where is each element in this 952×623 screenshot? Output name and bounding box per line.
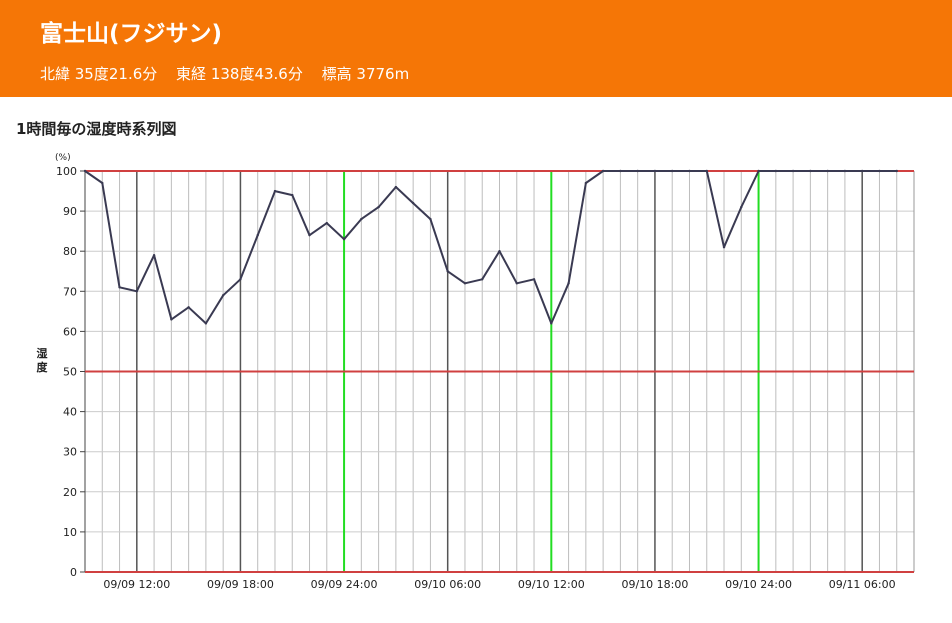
- data-point: [878, 169, 881, 173]
- x-tick-label: 09/09 12:00: [103, 578, 170, 591]
- y-tick-label: 90: [63, 205, 77, 218]
- data-point: [377, 205, 380, 209]
- data-point: [308, 233, 311, 237]
- data-point: [135, 290, 139, 293]
- data-point: [653, 169, 657, 173]
- y-tick-label: 100: [56, 165, 77, 178]
- data-point: [221, 294, 225, 297]
- data-point: [118, 286, 121, 289]
- data-point: [532, 278, 536, 281]
- data-point: [550, 322, 553, 325]
- data-point: [619, 169, 622, 173]
- station-info: 北緯 35度21.6分 東経 138度43.6分 標高 3776m: [40, 63, 423, 84]
- data-point: [757, 169, 760, 173]
- data-point: [515, 282, 518, 285]
- station-header: 富士山(フジサン) 北緯 35度21.6分 東経 138度43.6分 標高 37…: [0, 0, 952, 97]
- data-point: [152, 254, 156, 257]
- x-tick-label: 09/11 06:00: [829, 578, 896, 591]
- x-tick-label: 09/10 12:00: [518, 578, 585, 591]
- elevation-text: 標高 3776m: [321, 65, 410, 83]
- data-point: [411, 201, 415, 205]
- x-tick-label: 09/09 18:00: [207, 578, 274, 591]
- data-point: [584, 181, 588, 185]
- data-point: [843, 169, 847, 173]
- y-tick-label: 70: [63, 285, 77, 298]
- data-point: [774, 169, 778, 173]
- data-point: [740, 205, 743, 209]
- data-point: [256, 233, 259, 237]
- data-point: [394, 185, 398, 189]
- humidity-series-line: [84, 170, 897, 325]
- data-point: [481, 278, 484, 281]
- data-point: [325, 221, 328, 225]
- y-axis-title: 湿度: [37, 346, 49, 374]
- data-point: [291, 193, 294, 197]
- y-tick-label: 30: [63, 446, 77, 459]
- data-point: [601, 169, 605, 173]
- data-point: [791, 169, 795, 173]
- data-point: [567, 282, 570, 285]
- y-tick-label: 20: [63, 486, 77, 499]
- data-point: [705, 169, 708, 173]
- y-tick-label: 60: [63, 325, 77, 338]
- longitude-text: 東経 138度43.6分: [176, 65, 303, 83]
- data-point: [342, 237, 346, 241]
- data-point: [204, 322, 208, 325]
- data-point: [83, 169, 87, 173]
- chart-heading: 1時間毎の湿度時系列図: [16, 120, 177, 138]
- data-point: [895, 169, 898, 173]
- data-point: [429, 217, 432, 221]
- data-point: [809, 169, 812, 173]
- data-point: [170, 318, 173, 321]
- data-point: [498, 250, 501, 253]
- data-point: [360, 217, 363, 221]
- x-tick-label: 09/10 24:00: [725, 578, 792, 591]
- data-point: [101, 181, 104, 185]
- x-tick-label: 09/09 24:00: [311, 578, 378, 591]
- data-point: [860, 169, 864, 173]
- y-tick-label: 40: [63, 406, 77, 419]
- y-unit-label: (%): [55, 153, 71, 163]
- data-point: [446, 270, 449, 273]
- x-tick-label: 09/10 06:00: [414, 578, 481, 591]
- data-point: [187, 306, 190, 309]
- y-tick-label: 0: [70, 566, 77, 579]
- data-point: [636, 169, 639, 173]
- data-point: [239, 278, 242, 281]
- data-point: [671, 169, 674, 173]
- latitude-text: 北緯 35度21.6分: [40, 65, 158, 83]
- data-point: [722, 245, 726, 249]
- data-point: [463, 282, 467, 285]
- y-tick-label: 80: [63, 245, 77, 258]
- y-tick-label: 10: [63, 526, 77, 539]
- station-title: 富士山(フジサン): [40, 21, 223, 47]
- x-tick-label: 09/10 18:00: [621, 578, 688, 591]
- data-point: [826, 169, 829, 173]
- data-point: [688, 169, 691, 173]
- y-tick-label: 50: [63, 366, 77, 379]
- data-point: [273, 189, 277, 193]
